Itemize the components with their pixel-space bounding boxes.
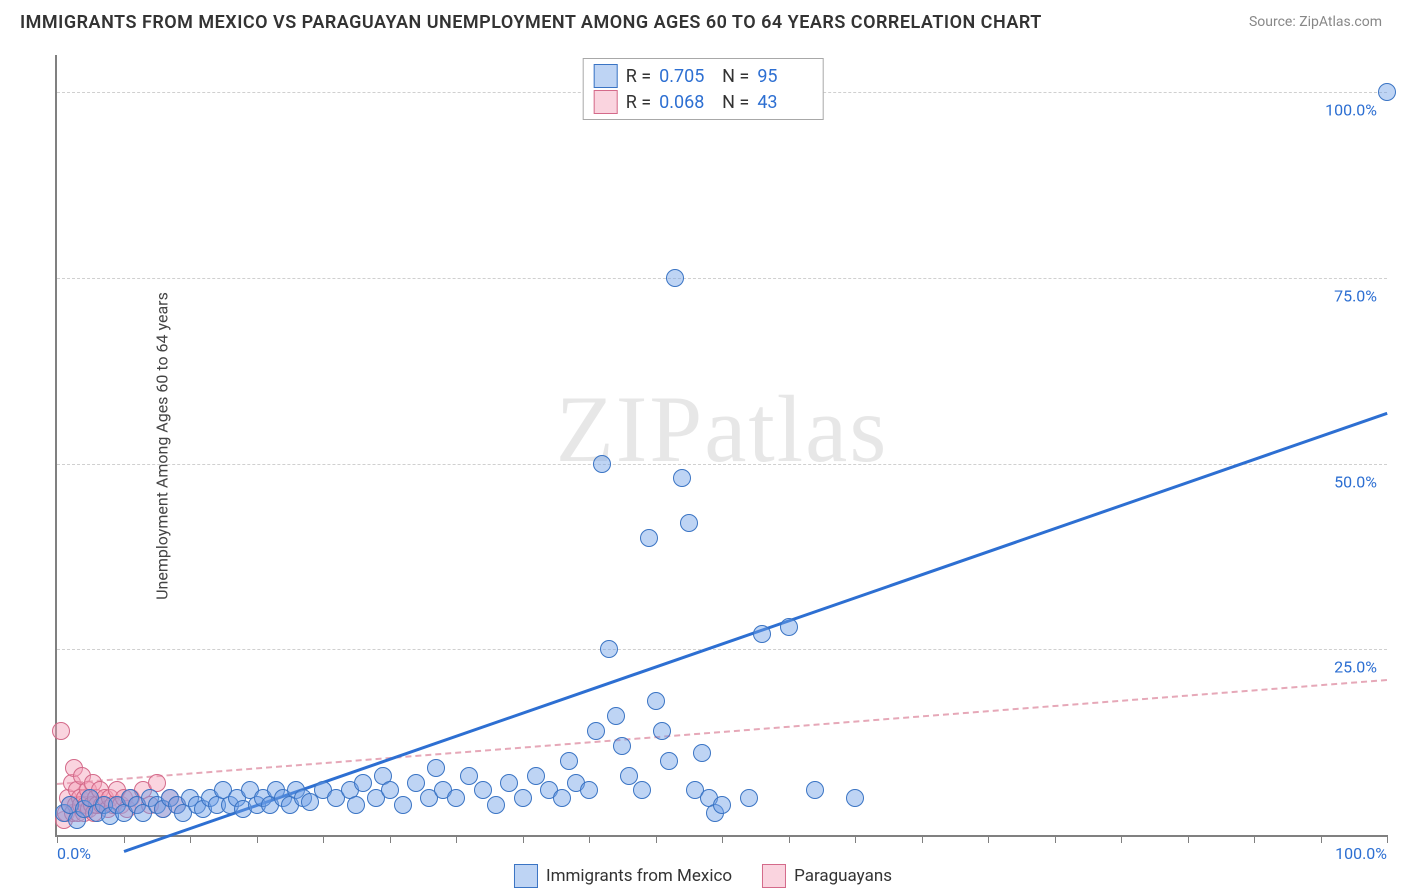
- y-tick-label: 100.0%: [1325, 101, 1377, 120]
- x-tick: [1254, 835, 1255, 843]
- data-point: [593, 455, 611, 473]
- data-point: [633, 781, 651, 799]
- data-point: [666, 269, 684, 287]
- legend: Immigrants from Mexico Paraguayans: [514, 864, 892, 888]
- legend-label-blue: Immigrants from Mexico: [546, 866, 732, 886]
- x-tick: [456, 835, 457, 843]
- data-point: [587, 722, 605, 740]
- data-point: [407, 774, 425, 792]
- gridline: [57, 464, 1387, 465]
- x-tick: [390, 835, 391, 843]
- data-point: [460, 767, 478, 785]
- source-name: ZipAtlas.com: [1299, 14, 1382, 30]
- x-tick: [1188, 835, 1189, 843]
- r-label: R =: [626, 92, 651, 113]
- x-tick: [589, 835, 590, 843]
- swatch-pink-icon: [762, 864, 786, 888]
- x-tick: [190, 835, 191, 843]
- x-tick: [855, 835, 856, 843]
- r-label: R =: [626, 66, 651, 87]
- swatch-blue-icon: [594, 64, 618, 88]
- x-tick: [57, 835, 58, 843]
- data-point: [660, 752, 678, 770]
- x-tick: [523, 835, 524, 843]
- data-point: [527, 767, 545, 785]
- data-point: [806, 781, 824, 799]
- data-point: [427, 759, 445, 777]
- y-tick-label: 50.0%: [1334, 472, 1377, 491]
- r-value-pink: 0.068: [659, 92, 714, 113]
- x-tick-label: 100.0%: [1335, 844, 1387, 863]
- x-tick: [257, 835, 258, 843]
- data-point: [640, 529, 658, 547]
- x-tick-label: 0.0%: [57, 844, 91, 863]
- x-tick: [988, 835, 989, 843]
- data-point: [780, 618, 798, 636]
- data-point: [713, 796, 731, 814]
- n-value-pink: 43: [757, 92, 812, 113]
- gridline: [57, 649, 1387, 650]
- x-tick: [789, 835, 790, 843]
- data-point: [673, 469, 691, 487]
- watermark-zip: ZIP: [556, 376, 705, 482]
- trend-line-pink: [57, 679, 1387, 785]
- data-point: [846, 789, 864, 807]
- stats-row-blue: R = 0.705 N = 95: [594, 63, 813, 89]
- x-tick: [1321, 835, 1322, 843]
- r-value-blue: 0.705: [659, 66, 714, 87]
- x-tick: [656, 835, 657, 843]
- y-tick-label: 25.0%: [1334, 658, 1377, 677]
- watermark-atlas: atlas: [704, 376, 888, 482]
- data-point: [553, 789, 571, 807]
- data-point: [354, 774, 372, 792]
- x-tick: [1055, 835, 1056, 843]
- data-point: [487, 796, 505, 814]
- data-point: [474, 781, 492, 799]
- legend-item-blue: Immigrants from Mexico: [514, 864, 732, 888]
- n-label: N =: [722, 92, 749, 113]
- n-value-blue: 95: [757, 66, 812, 87]
- data-point: [514, 789, 532, 807]
- data-point: [347, 796, 365, 814]
- data-point: [600, 640, 618, 658]
- n-label: N =: [722, 66, 749, 87]
- data-point: [613, 737, 631, 755]
- data-point: [653, 722, 671, 740]
- stats-row-pink: R = 0.068 N = 43: [594, 89, 813, 115]
- data-point: [52, 722, 70, 740]
- legend-item-pink: Paraguayans: [762, 864, 892, 888]
- data-point: [560, 752, 578, 770]
- x-tick: [124, 835, 125, 843]
- source-attribution: Source: ZipAtlas.com: [1249, 14, 1382, 30]
- chart-title: IMMIGRANTS FROM MEXICO VS PARAGUAYAN UNE…: [20, 12, 1042, 33]
- data-point: [447, 789, 465, 807]
- data-point: [580, 781, 598, 799]
- gridline: [57, 278, 1387, 279]
- correlation-stats-box: R = 0.705 N = 95 R = 0.068 N = 43: [583, 58, 824, 120]
- x-tick: [1121, 835, 1122, 843]
- legend-label-pink: Paraguayans: [794, 866, 892, 886]
- data-point: [753, 625, 771, 643]
- data-point: [740, 789, 758, 807]
- source-prefix: Source:: [1249, 14, 1299, 30]
- swatch-pink-icon: [594, 90, 618, 114]
- data-point: [500, 774, 518, 792]
- scatter-plot-area: ZIPatlas 25.0%50.0%75.0%100.0%0.0%100.0%: [55, 55, 1387, 837]
- data-point: [680, 514, 698, 532]
- y-tick-label: 75.0%: [1334, 286, 1377, 305]
- x-tick: [323, 835, 324, 843]
- x-tick: [722, 835, 723, 843]
- x-tick: [1387, 835, 1388, 843]
- swatch-blue-icon: [514, 864, 538, 888]
- x-tick: [922, 835, 923, 843]
- data-point: [647, 692, 665, 710]
- data-point: [394, 796, 412, 814]
- data-point: [1378, 83, 1396, 101]
- data-point: [620, 767, 638, 785]
- data-point: [607, 707, 625, 725]
- data-point: [693, 744, 711, 762]
- data-point: [381, 781, 399, 799]
